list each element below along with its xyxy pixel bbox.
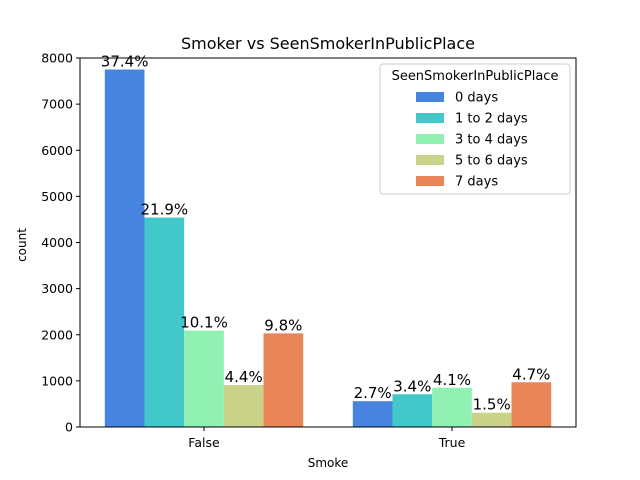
- legend-label: 5 to 6 days: [455, 154, 528, 169]
- bar: [144, 217, 185, 427]
- chart-title: Smoker vs SeenSmokerInPublicPlace: [181, 34, 475, 53]
- data-label: 2.7%: [354, 384, 392, 402]
- legend-swatch: [416, 92, 444, 102]
- y-axis: 0 1000 2000 3000 4000 5000 6000 7000 8000: [41, 51, 80, 435]
- y-tick-label: 2000: [41, 327, 73, 342]
- y-tick-label: 3000: [41, 281, 73, 296]
- bar: [392, 394, 433, 427]
- x-tick-label: True: [438, 435, 466, 450]
- legend-title: SeenSmokerInPublicPlace: [392, 69, 559, 84]
- data-label: 4.7%: [512, 365, 550, 383]
- data-label: 4.1%: [433, 371, 471, 389]
- legend-label: 0 days: [455, 91, 498, 106]
- plot-area: 37.4% 2.7% 21.9% 3.4% 10.1% 4.1% 4.4% 1.5% 9.8% 4…: [79, 53, 577, 428]
- data-label: 21.9%: [140, 201, 188, 219]
- y-tick-label: 6000: [41, 143, 73, 158]
- y-tick-label: 0: [65, 420, 73, 435]
- y-tick-label: 5000: [41, 189, 73, 204]
- bar: [471, 412, 512, 427]
- data-label: 10.1%: [180, 314, 228, 332]
- data-label: 37.4%: [101, 53, 149, 71]
- legend: SeenSmokerInPublicPlace 0 days 1 to 2 day…: [379, 63, 571, 195]
- legend-label: 3 to 4 days: [455, 133, 528, 148]
- x-tick-label: False: [188, 435, 220, 450]
- bar: [511, 382, 552, 427]
- bar: [352, 401, 393, 427]
- x-axis-label: Smoke: [308, 456, 349, 470]
- legend-swatch: [416, 113, 444, 123]
- x-axis: False True: [188, 427, 466, 450]
- y-tick-label: 4000: [41, 235, 73, 250]
- legend-swatch: [416, 176, 444, 186]
- bar: [432, 387, 472, 427]
- data-label: 1.5%: [473, 396, 511, 414]
- legend-swatch: [416, 155, 444, 165]
- legend-label: 7 days: [455, 175, 498, 190]
- bar: [223, 385, 264, 427]
- data-label: 3.4%: [393, 377, 431, 395]
- legend-swatch: [416, 134, 444, 144]
- data-label: 4.4%: [225, 368, 263, 386]
- y-tick-label: 8000: [41, 51, 73, 66]
- y-tick-label: 1000: [41, 373, 73, 388]
- bar: [263, 333, 304, 427]
- legend-label: 1 to 2 days: [455, 112, 528, 127]
- data-label: 9.8%: [264, 316, 302, 334]
- y-tick-label: 7000: [41, 97, 73, 112]
- bar: [184, 330, 224, 427]
- y-axis-label: count: [15, 228, 29, 262]
- bar: [104, 69, 145, 427]
